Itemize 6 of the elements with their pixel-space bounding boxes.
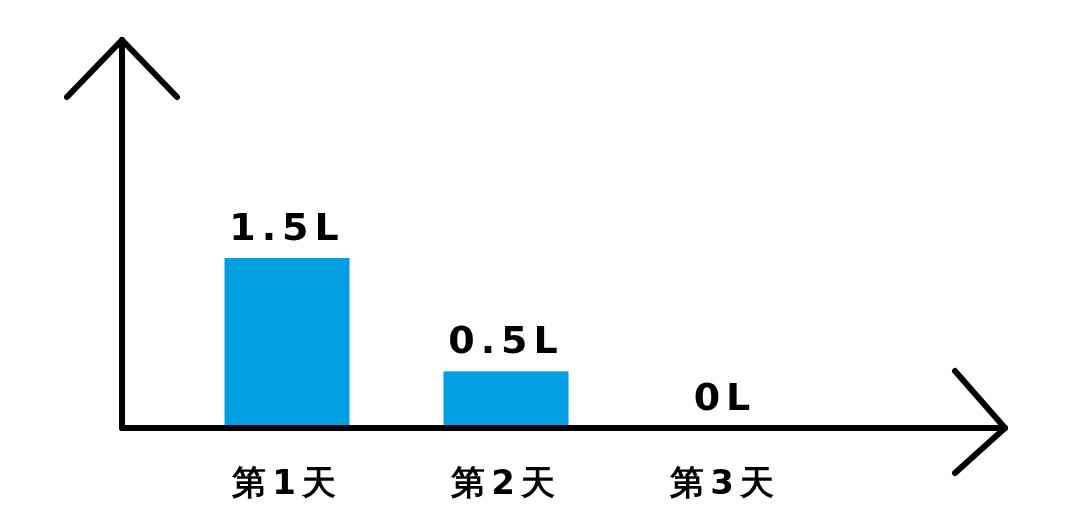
data-label: 0L <box>693 375 757 419</box>
x-tick-label: 第2天 <box>450 462 561 502</box>
data-label: 0.5L <box>448 318 564 363</box>
x-tick-label: 第3天 <box>669 462 780 502</box>
data-label: 1.5L <box>229 205 345 249</box>
x-tick-label: 第1天 <box>231 462 342 502</box>
